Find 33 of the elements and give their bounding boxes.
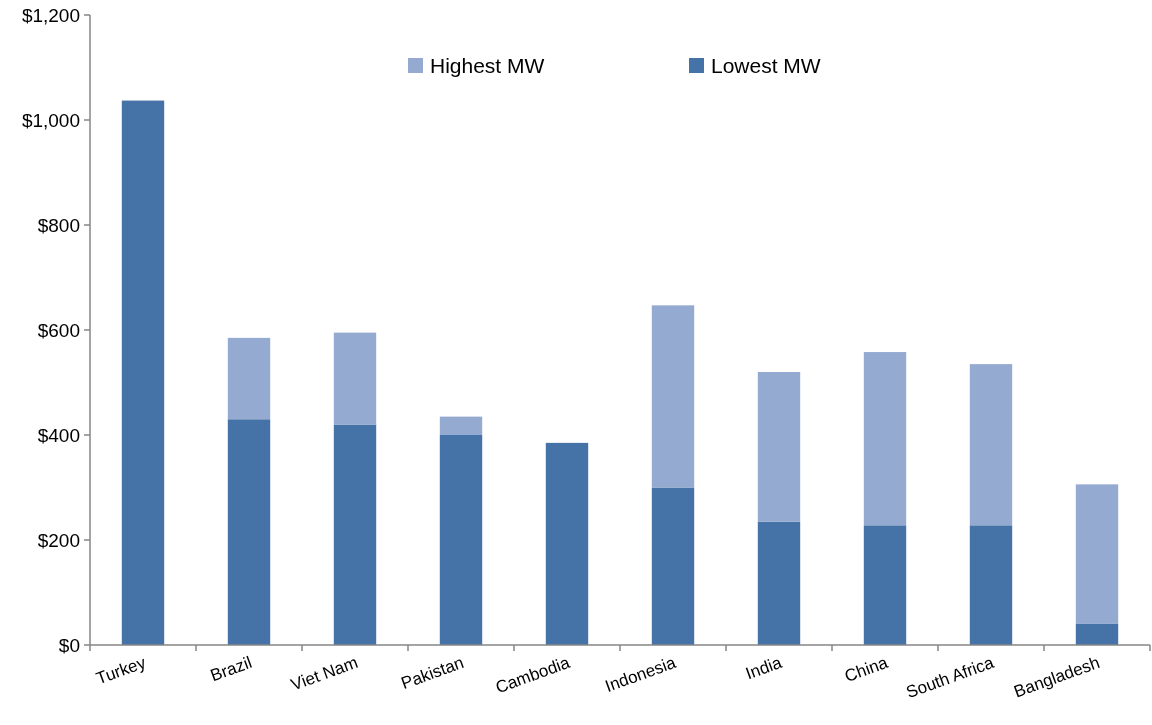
bar	[545, 442, 589, 645]
y-tick-label: $800	[37, 214, 80, 236]
legend-label: Highest MW	[430, 54, 545, 78]
y-tick-label: $400	[37, 424, 80, 446]
y-tick-label: $600	[37, 319, 80, 341]
bar	[227, 419, 271, 645]
bar	[121, 100, 165, 645]
bar	[651, 305, 695, 488]
bar	[227, 337, 271, 420]
x-tick-label: India	[743, 652, 785, 684]
bar	[757, 372, 801, 522]
bar	[333, 424, 377, 645]
bar	[333, 332, 377, 425]
bar	[863, 525, 907, 645]
bar	[1075, 623, 1119, 645]
x-tick-label: Brazil	[207, 652, 255, 686]
x-tick-label: China	[842, 652, 891, 686]
x-tick-label: Turkey	[93, 652, 149, 689]
bar	[1075, 484, 1119, 624]
bar	[969, 364, 1013, 526]
bar	[439, 435, 483, 645]
x-tick-label: Viet Nam	[288, 652, 361, 695]
legend-label: Lowest MW	[711, 54, 821, 78]
y-tick-label: $1,000	[21, 109, 80, 131]
y-tick-label: $1,200	[21, 4, 80, 26]
bar	[969, 525, 1013, 645]
y-tick-label: $200	[37, 529, 80, 551]
bar	[757, 521, 801, 645]
bar	[439, 416, 483, 435]
bar	[863, 352, 907, 526]
y-tick-label: $0	[58, 634, 80, 656]
x-tick-label: South Africa	[903, 652, 997, 703]
bar	[651, 487, 695, 645]
